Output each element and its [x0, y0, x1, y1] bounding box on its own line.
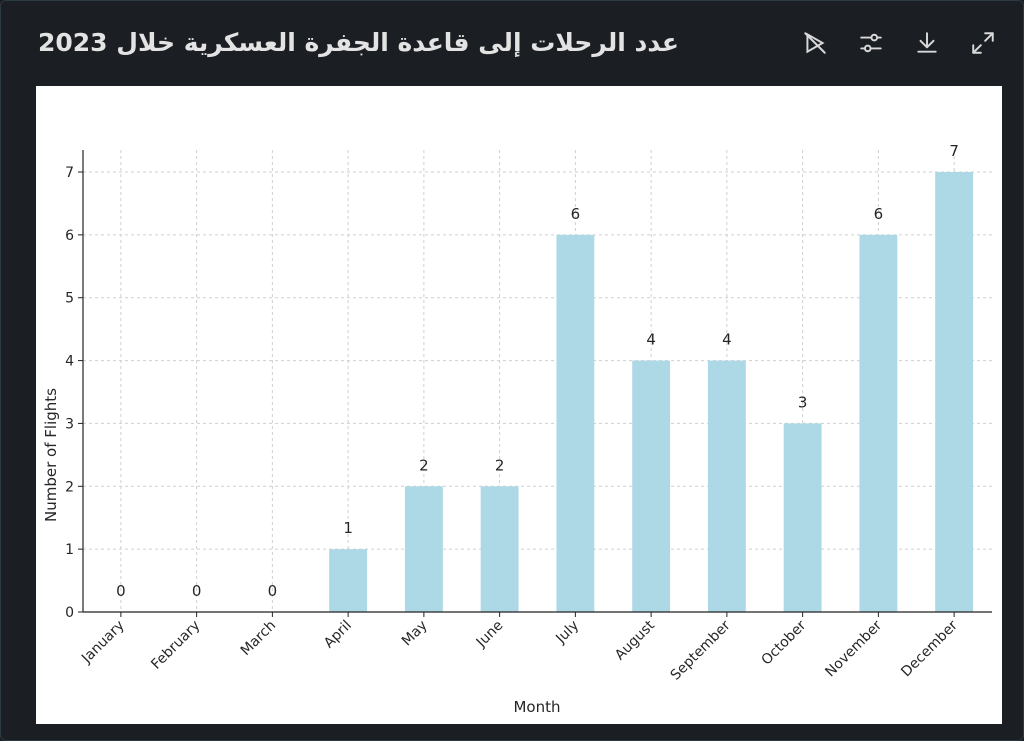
- bar: [707, 360, 746, 612]
- x-tick-label: March: [238, 618, 279, 659]
- data-label: 3: [798, 393, 808, 411]
- bars: [329, 172, 974, 612]
- bar: [935, 172, 974, 612]
- x-tick-label: July: [552, 618, 582, 648]
- grid-lines: [83, 150, 992, 613]
- bar-chart: 0 1 2 3 4 5 6 7 January February March April May June…: [42, 142, 992, 716]
- x-axis-label: Month: [513, 698, 560, 716]
- chart-panel: 0 1 2 3 4 5 6 7 January February March April May June…: [36, 86, 1002, 724]
- data-label: 2: [419, 456, 429, 474]
- bar: [783, 423, 822, 612]
- toolbar: [800, 28, 998, 58]
- data-label: 6: [571, 205, 581, 223]
- y-tick-label: 3: [65, 416, 74, 432]
- data-label: 7: [949, 142, 959, 160]
- x-tick-label: February: [148, 618, 203, 673]
- y-axis-label: Number of Flights: [42, 388, 60, 522]
- download-icon[interactable]: [912, 28, 942, 58]
- y-tick-label: 4: [65, 354, 74, 370]
- x-tick-label: January: [78, 618, 128, 668]
- data-label: 1: [343, 519, 353, 537]
- x-tick-label: September: [668, 617, 734, 683]
- data-label: 6: [874, 205, 884, 223]
- data-label: 0: [116, 582, 126, 600]
- bar: [329, 549, 368, 612]
- data-labels: 0 0 0 1 2 2 6 4 4 3 6 7: [116, 142, 959, 600]
- data-label: 2: [495, 456, 505, 474]
- x-tick-label: November: [822, 617, 885, 680]
- y-tick-label: 5: [65, 291, 74, 307]
- y-tick-label: 0: [65, 605, 74, 621]
- x-tick-label: May: [399, 618, 431, 650]
- bar: [859, 234, 898, 612]
- y-tick-label: 6: [65, 228, 74, 244]
- x-tick-label: August: [612, 617, 658, 663]
- sliders-icon[interactable]: [856, 28, 886, 58]
- data-label: 0: [192, 582, 202, 600]
- x-tick-label: June: [473, 618, 507, 652]
- y-tick-label: 1: [65, 542, 74, 558]
- data-label: 4: [646, 331, 656, 349]
- x-tick-label: April: [321, 618, 355, 652]
- x-tick-label: October: [759, 617, 810, 668]
- expand-icon[interactable]: [968, 28, 998, 58]
- data-label: 0: [268, 582, 278, 600]
- y-tick-label: 7: [65, 165, 74, 181]
- bar: [404, 486, 443, 612]
- bar: [556, 234, 595, 612]
- chart-header: عدد الرحلات إلى قاعدة الجفرة العسكرية خل…: [0, 0, 1024, 86]
- chart-title: عدد الرحلات إلى قاعدة الجفرة العسكرية خل…: [38, 28, 679, 57]
- bar: [480, 486, 519, 612]
- eye-off-icon[interactable]: [800, 28, 830, 58]
- x-tick-label: December: [898, 617, 961, 680]
- bar: [632, 360, 671, 612]
- data-label: 4: [722, 331, 732, 349]
- y-tick-label: 2: [65, 479, 74, 495]
- axes: [78, 150, 992, 617]
